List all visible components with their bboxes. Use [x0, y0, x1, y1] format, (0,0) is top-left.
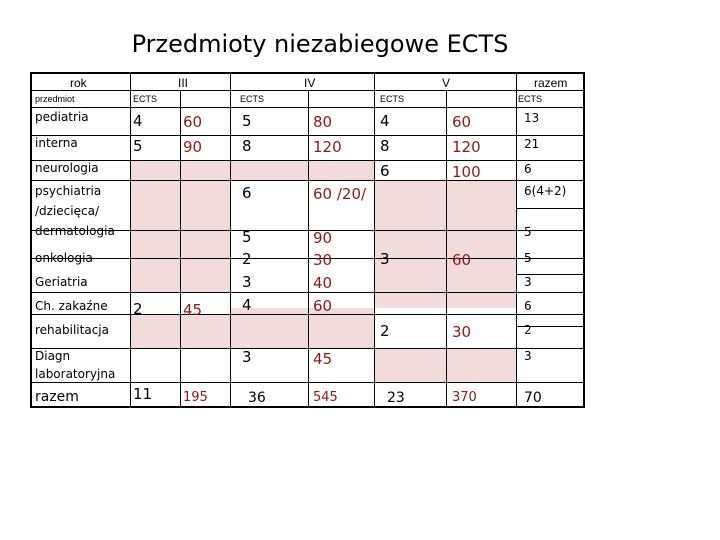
row-label-diagn: Diagn — [35, 349, 71, 363]
header-year-v: V — [442, 76, 451, 90]
header-year-iii: III — [178, 76, 189, 90]
row-label-interna: interna — [35, 136, 78, 150]
razem-hours-iii: 195 — [183, 390, 208, 405]
interna-total: 21 — [524, 137, 540, 151]
pediatria-ects-v: 4 — [380, 112, 390, 130]
row-label-rehabilitacja: rehabilitacja — [35, 323, 109, 337]
row-label-onkologia: onkologia — [35, 251, 93, 265]
psychiatria-hours-iv: 60 /20/ — [313, 185, 367, 203]
razem-ects-iv: 36 — [248, 390, 266, 406]
header-razem: razem — [534, 76, 568, 90]
row-label-psychiatria: psychiatria — [35, 184, 102, 198]
subheader-ects-iv: ECTS — [240, 94, 265, 104]
rehabilitacja-ects-v: 2 — [380, 322, 390, 340]
diagn-ects-iv: 3 — [242, 348, 252, 366]
interna-ects-iv: 8 — [242, 137, 252, 155]
neurologia-hours-v: 100 — [452, 163, 481, 181]
subheader-przedmiot: przedmiot — [35, 94, 75, 104]
empty-cell-fill — [374, 180, 516, 308]
psychiatria-ects-iv: 6 — [242, 184, 252, 202]
geriatria-ects-iv: 3 — [242, 273, 252, 291]
razem-hours-v: 370 — [452, 390, 477, 405]
interna-hours-iii: 90 — [183, 138, 203, 156]
zakazne-ects-iii: 2 — [133, 300, 143, 318]
row-label-neurologia: neurologia — [35, 161, 99, 175]
pediatria-hours-iii: 60 — [183, 113, 203, 131]
interna-ects-v: 8 — [380, 137, 390, 155]
geriatria-total: 3 — [524, 275, 532, 289]
pediatria-ects-iii: 4 — [133, 112, 143, 130]
empty-cell-fill — [374, 348, 516, 382]
onkologia-hours-iv: 30 — [313, 251, 333, 269]
title-text: Przedmioty niezabiegowe ECTS — [131, 30, 509, 58]
pediatria-hours-v: 60 — [452, 113, 472, 131]
onkologia-ects-v: 3 — [380, 250, 390, 268]
diagn-hours-iv: 45 — [313, 350, 333, 368]
pediatria-ects-iv: 5 — [242, 112, 252, 130]
header-year-iv: IV — [304, 76, 316, 90]
dermatologia-total: 5 — [524, 225, 532, 239]
row-label-geriatria: Geriatria — [35, 275, 88, 289]
header-rok: rok — [70, 76, 87, 90]
row-label-dermatologia: dermatologia — [35, 224, 115, 238]
subheader-ects-iii: ECTS — [133, 94, 158, 104]
geriatria-hours-iv: 40 — [313, 274, 333, 292]
row-label-zakazne: Ch. zakaźne — [35, 299, 108, 313]
zakazne-total: 6 — [524, 299, 532, 313]
rehabilitacja-total: 2 — [524, 323, 532, 337]
razem-ects-v: 23 — [387, 390, 405, 406]
onkologia-ects-iv: 2 — [242, 250, 252, 268]
razem-ects-iii: 11 — [133, 385, 153, 403]
zakazne-hours-iv: 60 — [313, 297, 333, 315]
subheader-ects-v: ECTS — [380, 94, 405, 104]
page-title: Przedmioty niezabiegowe ECTS — [0, 30, 720, 58]
interna-ects-iii: 5 — [133, 137, 143, 155]
row-label-razem: razem — [35, 389, 79, 405]
subheader-ects-razem: ECTS — [518, 94, 543, 104]
interna-hours-iv: 120 — [313, 138, 342, 156]
dermatologia-ects-iv: 5 — [242, 228, 252, 246]
onkologia-total: 5 — [524, 251, 532, 265]
razem-total: 70 — [524, 390, 542, 406]
diagn-total: 3 — [524, 349, 532, 363]
ects-table: rok III IV V razem przedmiot ECTS ECTS E… — [30, 72, 585, 408]
row-label-pediatria: pediatria — [35, 110, 89, 124]
psychiatria-total: 6(4+2) — [524, 184, 567, 198]
neurologia-total: 6 — [524, 162, 532, 176]
zakazne-ects-iv: 4 — [242, 296, 252, 314]
onkologia-hours-v: 60 — [452, 251, 472, 269]
row-label-diagn-sub: laboratoryjna — [35, 367, 116, 381]
dermatologia-hours-iv: 90 — [313, 229, 333, 247]
empty-cell-fill — [230, 160, 374, 180]
razem-hours-iv: 545 — [313, 390, 338, 405]
neurologia-ects-v: 6 — [380, 162, 390, 180]
pediatria-hours-iv: 80 — [313, 113, 333, 131]
zakazne-hours-iii: 45 — [183, 301, 203, 319]
rehabilitacja-hours-v: 30 — [452, 323, 472, 341]
pediatria-total: 13 — [524, 111, 540, 125]
row-label-psychiatria-sub: /dziecięca/ — [35, 204, 99, 218]
interna-hours-v: 120 — [452, 138, 481, 156]
